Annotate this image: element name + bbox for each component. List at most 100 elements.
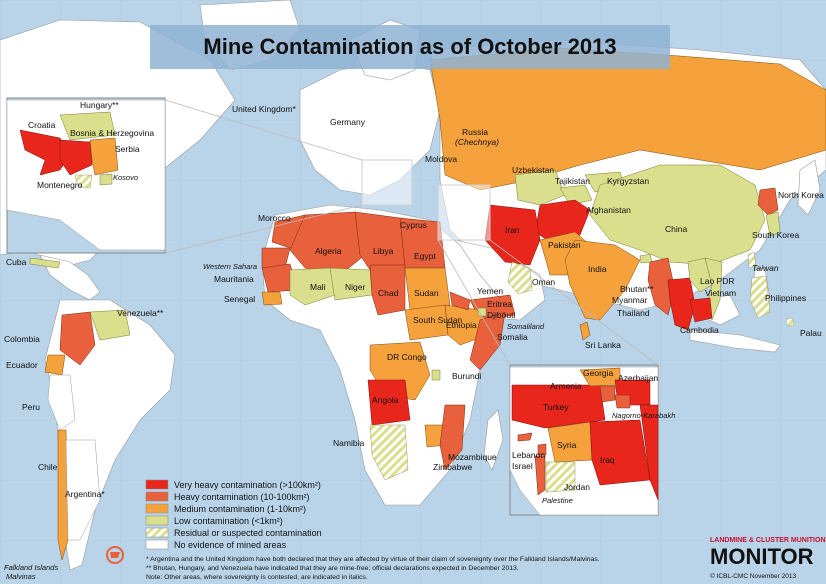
inset-armenia — [599, 385, 616, 403]
country-peru — [47, 374, 76, 431]
brand-line1: LANDMINE & CLUSTER MUNITION — [710, 537, 826, 544]
country-chad — [369, 264, 406, 316]
middle-east-source-box — [437, 184, 491, 241]
label-iran: Iran — [505, 225, 520, 235]
footnote-2: ** Bhutan, Hungary, and Venezuela have i… — [146, 565, 519, 572]
country-lao — [687, 257, 713, 293]
label-sri-lanka: Sri Lanka — [585, 340, 621, 350]
country-somalia — [469, 311, 506, 371]
label-afghanistan: Afghanistan — [586, 205, 631, 215]
country-palau — [785, 317, 795, 327]
footnotes: * Argentina and the United Kingdom have … — [146, 556, 600, 581]
label-cambodia: Cambodia — [680, 325, 719, 335]
label-libya: Libya — [373, 246, 394, 256]
country-sri-lanka — [579, 321, 591, 341]
brand-line2: MONITOR — [710, 544, 814, 569]
balkan-labels: Hungary** Croatia Bosnia & Herzegovina S… — [28, 100, 154, 190]
legend-label-heavy: Heavy contamination (10-100km²) — [174, 492, 310, 502]
country-colombia — [59, 311, 96, 366]
japan — [797, 159, 821, 216]
label-south-sudan: South Sudan — [413, 315, 462, 325]
label-argentina: Argentina* — [65, 489, 105, 499]
legend-swatch-none — [145, 539, 169, 550]
me-connector-2 — [489, 239, 659, 366]
label-moldova: Moldova — [425, 154, 457, 164]
country-falklands — [110, 552, 120, 558]
label-thailand: Thailand — [617, 308, 650, 318]
monitor-logo: LANDMINE & CLUSTER MUNITION MONITOR © IC… — [710, 537, 826, 580]
label-namibia: Namibia — [333, 438, 364, 448]
country-djibouti — [477, 307, 487, 317]
legend-label-medium: Medium contamination (1-10km²) — [174, 504, 306, 514]
inset-lebanon — [537, 443, 547, 456]
label-malvinas: Malvinas — [6, 572, 36, 581]
legend-swatch-heavy — [145, 491, 169, 502]
label-pakistan: Pakistan — [548, 240, 581, 250]
label-lebanon: Lebanon — [512, 450, 545, 460]
legend: Very heavy contamination (>100km²) Heavy … — [145, 479, 322, 550]
label-eritrea: Eritrea — [487, 299, 512, 309]
label-zimbabwe: Zimbabwe — [433, 462, 472, 472]
inset-iraq — [589, 419, 651, 486]
country-india — [564, 239, 641, 321]
label-china: China — [665, 224, 687, 234]
label-vietnam: Vietnam — [705, 288, 736, 298]
country-north-korea — [757, 187, 779, 216]
label-tajikistan: Tajikistan — [555, 176, 590, 186]
label-somalia: Somalia — [497, 332, 528, 342]
label-burundi: Burundi — [452, 371, 481, 381]
country-south-korea — [765, 211, 781, 237]
country-cuba — [29, 257, 61, 269]
legend-label-very-heavy: Very heavy contamination (>100km²) — [174, 480, 321, 490]
brand-copyright: © ICBL-CMC November 2013 — [710, 572, 796, 580]
title-bar — [150, 25, 670, 69]
label-south-korea: South Korea — [752, 230, 800, 240]
country-senegal — [261, 291, 283, 306]
label-germany: Germany — [330, 117, 366, 127]
label-somaliland: Somaliland — [507, 322, 545, 331]
country-philippines — [749, 275, 771, 319]
label-serbia: Serbia — [115, 144, 140, 154]
country-argentina — [65, 439, 101, 541]
country-eritrea — [449, 291, 471, 311]
legend-label-none: No evidence of mined areas — [174, 540, 287, 550]
country-china — [589, 164, 766, 266]
label-morocco: Morocco — [258, 213, 291, 223]
label-myanmar: Myanmar — [612, 295, 648, 305]
inset-bosnia — [59, 139, 93, 176]
legend-swatch-low — [145, 515, 169, 526]
country-burundi — [431, 369, 441, 381]
country-venezuela — [89, 309, 131, 341]
label-kyrgyzstan: Kyrgyzstan — [607, 176, 649, 186]
label-kosovo: Kosovo — [113, 173, 138, 182]
label-oman: Oman — [532, 277, 555, 287]
label-djibouti: Djibouti — [487, 310, 515, 320]
label-mauritania: Mauritania — [214, 274, 254, 284]
middle-east-labels: Georgia Armenia Azerbaijan Nagorno-Karab… — [512, 368, 675, 505]
label-bhutan: Bhutan** — [620, 284, 654, 294]
label-russia: Russia — [462, 127, 488, 137]
balkans-source-box — [361, 159, 413, 206]
inset-balkans — [6, 97, 166, 254]
label-venezuela: Venezuela** — [117, 308, 164, 318]
legend-swatch-residual — [145, 527, 169, 538]
falklands-marker — [106, 546, 124, 564]
inset-kosovo — [99, 173, 113, 186]
label-peru: Peru — [22, 402, 40, 412]
country-taiwan — [747, 251, 757, 269]
label-iraq: Iraq — [600, 455, 615, 465]
country-myanmar — [647, 257, 676, 316]
label-cyprus: Cyprus — [400, 220, 427, 230]
label-azerbaijan: Azerbaijan — [618, 373, 658, 383]
legend-label-low: Low contamination (<1km²) — [174, 516, 283, 526]
label-yemen: Yemen — [477, 286, 503, 296]
label-ecuador: Ecuador — [6, 360, 38, 370]
label-bosnia: Bosnia & Herzegovina — [70, 128, 154, 138]
inset-nagorno — [614, 394, 631, 409]
label-uzbekistan: Uzbekistan — [512, 165, 554, 175]
label-syria: Syria — [557, 440, 577, 450]
label-algeria: Algeria — [315, 246, 342, 256]
map-title: Mine Contamination as of October 2013 — [203, 34, 616, 59]
label-india: India — [588, 264, 607, 274]
